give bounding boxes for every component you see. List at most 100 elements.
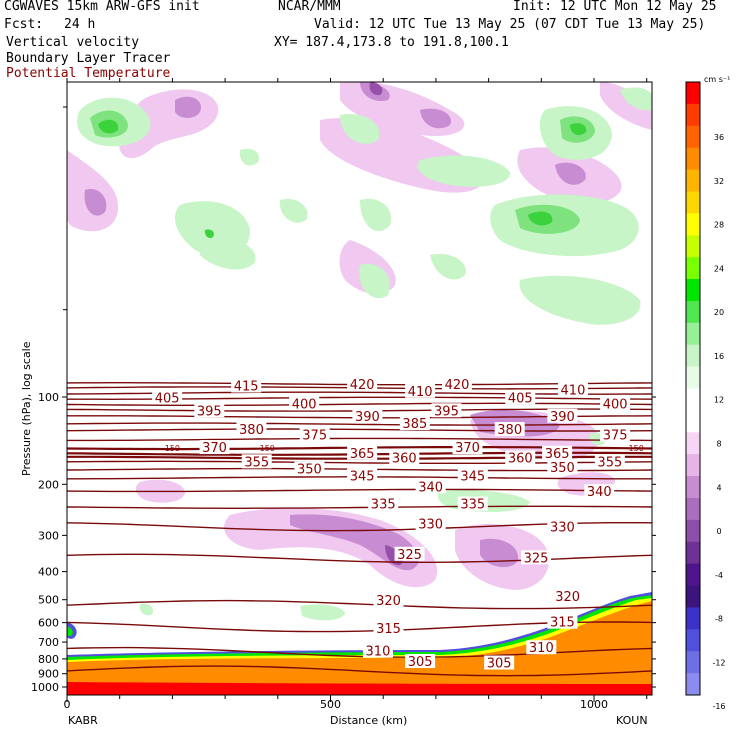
colorbar-segment [686, 344, 700, 368]
forecast-label: Fcst: [4, 17, 44, 32]
colorbar-segment [686, 103, 700, 127]
colorbar-segment [686, 169, 700, 192]
colorbar-tick-label: 36 [714, 133, 724, 142]
isentrope-label-420: 420 [445, 378, 470, 393]
isentrope-400 [67, 402, 652, 406]
isentrope-label-bg [484, 655, 515, 670]
tropopause-label: 150 [165, 444, 180, 453]
cross-section-xy: XY= 187.4,173.8 to 191.8,100.1 [274, 35, 509, 50]
isentrope-label-bg [431, 403, 462, 418]
isentrope-label-bg [194, 403, 225, 418]
isentrope-label-400: 400 [603, 397, 628, 412]
y-tick-label: 700 [38, 636, 59, 649]
colorbar-tick-label: 4 [716, 483, 721, 492]
isentrope-label-bg [457, 468, 488, 483]
isentrope-label-bg [442, 377, 472, 392]
colorbar-segment [686, 585, 700, 608]
isentrope-label-bg [547, 408, 578, 423]
isentrope-label-375: 375 [302, 429, 327, 444]
colorbar-tick-label: 0 [716, 527, 721, 536]
isentrope-label-355: 355 [597, 455, 622, 470]
isentrope-label-340: 340 [418, 480, 443, 495]
isentrope-label-345: 345 [460, 470, 485, 485]
isentrope-label-bg [405, 654, 436, 669]
colorbar-segment [686, 476, 700, 499]
isentrope-label-bg [600, 396, 631, 411]
x-tick-label: 1000 [580, 698, 608, 711]
colorbar-tick-label: -12 [712, 658, 725, 667]
model-title: CGWAVES 15km ARW-GFS init [4, 0, 200, 14]
isentrope-label-bg [415, 516, 446, 531]
isentrope-label-bg [547, 614, 578, 629]
colorbar-segment [686, 213, 700, 236]
isentrope-label-370: 370 [202, 441, 227, 456]
x-axis-label: Distance (km) [330, 714, 407, 727]
isentrope-label-bg [347, 445, 378, 460]
colorbar-segment [686, 629, 700, 652]
x-tick-label: 0 [64, 698, 71, 711]
isentrope-label-310: 310 [529, 641, 554, 656]
colorbar-segment [686, 257, 700, 280]
y-tick-label: 100 [38, 391, 59, 404]
isentrope-label-bg [294, 461, 325, 476]
isentrope-label-395: 395 [434, 404, 459, 419]
org-label: NCAR/MMM [278, 0, 341, 14]
isentrope-label-bg [199, 440, 230, 455]
isentrope-label-bg [373, 620, 404, 635]
isentrope-label-bg [547, 519, 578, 534]
colorbar-segment [686, 235, 700, 258]
colorbar-segment [686, 519, 700, 543]
valid-time: Valid: 12 UTC Tue 13 May 25 (07 CDT Tue … [314, 17, 706, 32]
isentrope-label-365: 365 [545, 447, 570, 462]
colorbar-segment [686, 279, 700, 302]
isentrope-label-bg [236, 422, 267, 437]
isentrope-label-bg [399, 416, 430, 431]
isentrope-label-410: 410 [408, 385, 433, 400]
colorbar-segment [686, 125, 700, 149]
isentrope-label-390: 390 [550, 410, 575, 425]
isentrope-label-355: 355 [244, 455, 269, 470]
field-boundary-layer-tracer: Boundary Layer Tracer [6, 51, 171, 66]
colorbar-segment [686, 300, 700, 324]
isentrope-320 [67, 599, 652, 610]
colorbar-segment [686, 388, 700, 411]
isentrope-label-350: 350 [550, 461, 575, 476]
isentrope-label-335: 335 [371, 498, 396, 513]
isentrope-label-420: 420 [350, 378, 375, 393]
colorbar-segment [686, 410, 700, 433]
isentrope-label-bg [521, 550, 552, 565]
isentrope-label-bg [505, 390, 536, 405]
colorbar-segment [686, 673, 700, 696]
isentrope-335 [67, 505, 652, 509]
isentrope-label-360: 360 [392, 452, 417, 467]
isentrope-label-bg [152, 390, 183, 405]
isentrope-label-bg [368, 496, 399, 511]
isentrope-label-385: 385 [402, 417, 427, 432]
isentrope-label-bg [389, 450, 420, 465]
isentrope-label-390: 390 [355, 410, 380, 425]
forecast-hour: 24 h [64, 17, 96, 32]
colorbar-tick-label: 8 [716, 440, 721, 449]
x-tick-label: 500 [320, 698, 341, 711]
colorbar-segment [686, 607, 700, 630]
colorbar-tick-label: 28 [714, 221, 724, 230]
isentrope-label-345: 345 [350, 470, 375, 485]
isentrope-label-bg [552, 589, 583, 604]
isentrope-label-315: 315 [376, 622, 401, 637]
colorbar-tick-label: 12 [714, 396, 724, 405]
isentrope-305 [67, 665, 652, 677]
isentrope-label-bg [542, 445, 573, 460]
boundary-layer-tracer [67, 592, 652, 695]
colorbar-segment [686, 563, 700, 587]
isentrope-label-325: 325 [524, 551, 549, 566]
field-vertical-velocity: Vertical velocity [6, 35, 140, 50]
y-tick-label: 500 [38, 594, 59, 607]
colorbar-segment [686, 432, 700, 455]
isentrope-label-395: 395 [197, 404, 222, 419]
isentrope-label-bg [231, 378, 262, 393]
isentrope-label-bg [557, 382, 588, 397]
tropopause-label: 150 [260, 444, 275, 453]
colorbar-segment [686, 497, 700, 521]
